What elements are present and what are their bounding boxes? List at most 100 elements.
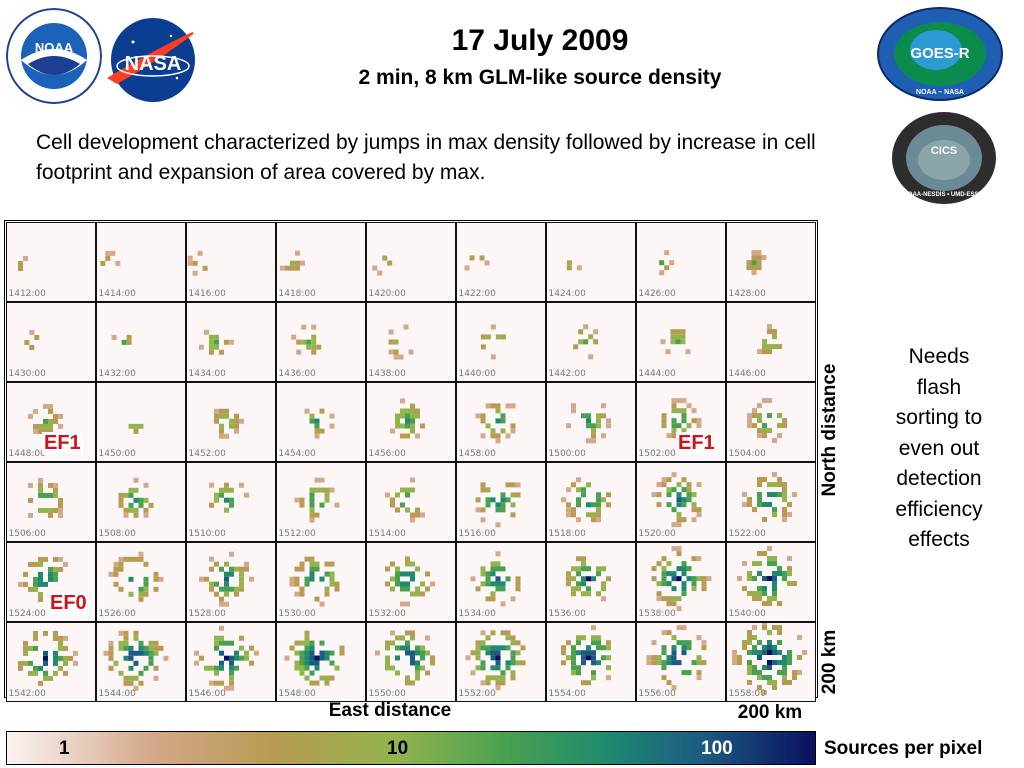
density-cell: [572, 343, 578, 349]
density-cell: [108, 645, 113, 651]
density-cell: [590, 422, 596, 428]
density-panel: 1414:00: [95, 221, 186, 302]
density-cell: [208, 566, 214, 572]
density-cell: [138, 591, 143, 597]
density-cell: [42, 670, 48, 676]
density-cell: [42, 492, 48, 498]
density-panel: 1424:00: [545, 221, 636, 302]
density-cell: [575, 565, 581, 571]
density-cell: [485, 486, 490, 492]
density-cell: [399, 501, 405, 507]
density-cell: [592, 338, 598, 344]
density-cell: [47, 507, 53, 513]
density-cell: [52, 413, 58, 419]
density-cell: [47, 423, 53, 429]
density-cell: [580, 679, 586, 685]
density-cell: [208, 344, 214, 350]
density-cell: [515, 481, 520, 487]
density-cell: [691, 580, 696, 586]
density-cell: [485, 570, 490, 576]
density-cell: [661, 565, 666, 571]
density-cell: [371, 265, 377, 271]
density-cell: [133, 660, 138, 666]
density-cell: [404, 639, 410, 645]
density-cell: [238, 655, 244, 661]
density-cell: [570, 402, 576, 408]
caption-text: Cell development characterized by jumps …: [36, 131, 816, 184]
density-cell: [771, 471, 777, 477]
density-cell: [128, 655, 133, 661]
density-cell: [389, 629, 395, 635]
density-cell: [505, 629, 510, 635]
density-cells: [465, 629, 525, 690]
density-panel: 1538:00: [635, 541, 726, 622]
density-cell: [761, 427, 767, 433]
panel-time-label: 1508:00: [98, 528, 136, 539]
density-cell: [223, 571, 229, 577]
colorbar-tick-100: 100: [701, 738, 733, 759]
density-cell: [582, 323, 588, 329]
density-cell: [480, 639, 485, 645]
density-cell: [485, 674, 490, 680]
density-cell: [42, 660, 48, 666]
density-cell: [761, 590, 767, 596]
density-panel: 1440:00: [455, 301, 546, 382]
density-cell: [52, 566, 58, 572]
density-cell: [37, 561, 43, 567]
panel-time-label: 1412:00: [8, 288, 46, 299]
density-cells: [118, 477, 153, 518]
density-cell: [128, 591, 133, 597]
density-cell: [394, 669, 400, 675]
density-cell: [766, 427, 772, 433]
page-title: 17 July 2009: [451, 24, 629, 57]
density-cell: [128, 556, 133, 562]
density-cell: [696, 659, 701, 665]
density-cells: [572, 323, 598, 359]
density-cell: [691, 585, 696, 591]
density-cell: [751, 560, 757, 566]
density-cell: [57, 556, 63, 562]
density-cell: [37, 477, 43, 483]
density-panel: 1504:00: [725, 381, 816, 462]
density-cell: [329, 581, 334, 587]
density-cell: [590, 654, 596, 660]
density-cell: [409, 413, 415, 419]
density-cell: [679, 338, 685, 344]
density-cell: [756, 590, 762, 596]
density-cell: [47, 576, 53, 582]
density-cell: [289, 581, 294, 587]
density-cell: [148, 650, 153, 656]
density-cell: [510, 481, 515, 487]
density-cell: [646, 654, 651, 660]
density-cell: [52, 655, 58, 661]
density-cell: [681, 417, 686, 423]
density-cell: [334, 586, 339, 592]
density-cell: [766, 639, 772, 645]
density-cell: [661, 644, 666, 650]
density-cell: [756, 417, 762, 423]
density-cells: [128, 423, 143, 434]
density-cell: [208, 586, 214, 592]
density-cell: [309, 502, 314, 508]
density-cell: [314, 487, 319, 493]
density-cell: [495, 575, 500, 581]
density-cell: [585, 501, 591, 507]
density-cell: [475, 664, 480, 670]
density-cell: [133, 497, 138, 503]
density-cell: [766, 323, 772, 329]
density-cell: [751, 422, 757, 428]
density-cell: [681, 476, 686, 482]
density-cell: [575, 486, 581, 492]
density-cell: [565, 639, 571, 645]
density-cell: [198, 344, 204, 350]
density-cell: [123, 645, 128, 651]
density-cell: [218, 487, 224, 493]
density-cell: [590, 659, 596, 665]
density-cell: [668, 259, 674, 265]
density-cell: [409, 570, 415, 576]
density-cell: [62, 670, 68, 676]
density-cell: [595, 590, 601, 596]
density-cell: [560, 659, 566, 665]
density-cell: [781, 575, 787, 581]
density-cell: [495, 417, 500, 423]
